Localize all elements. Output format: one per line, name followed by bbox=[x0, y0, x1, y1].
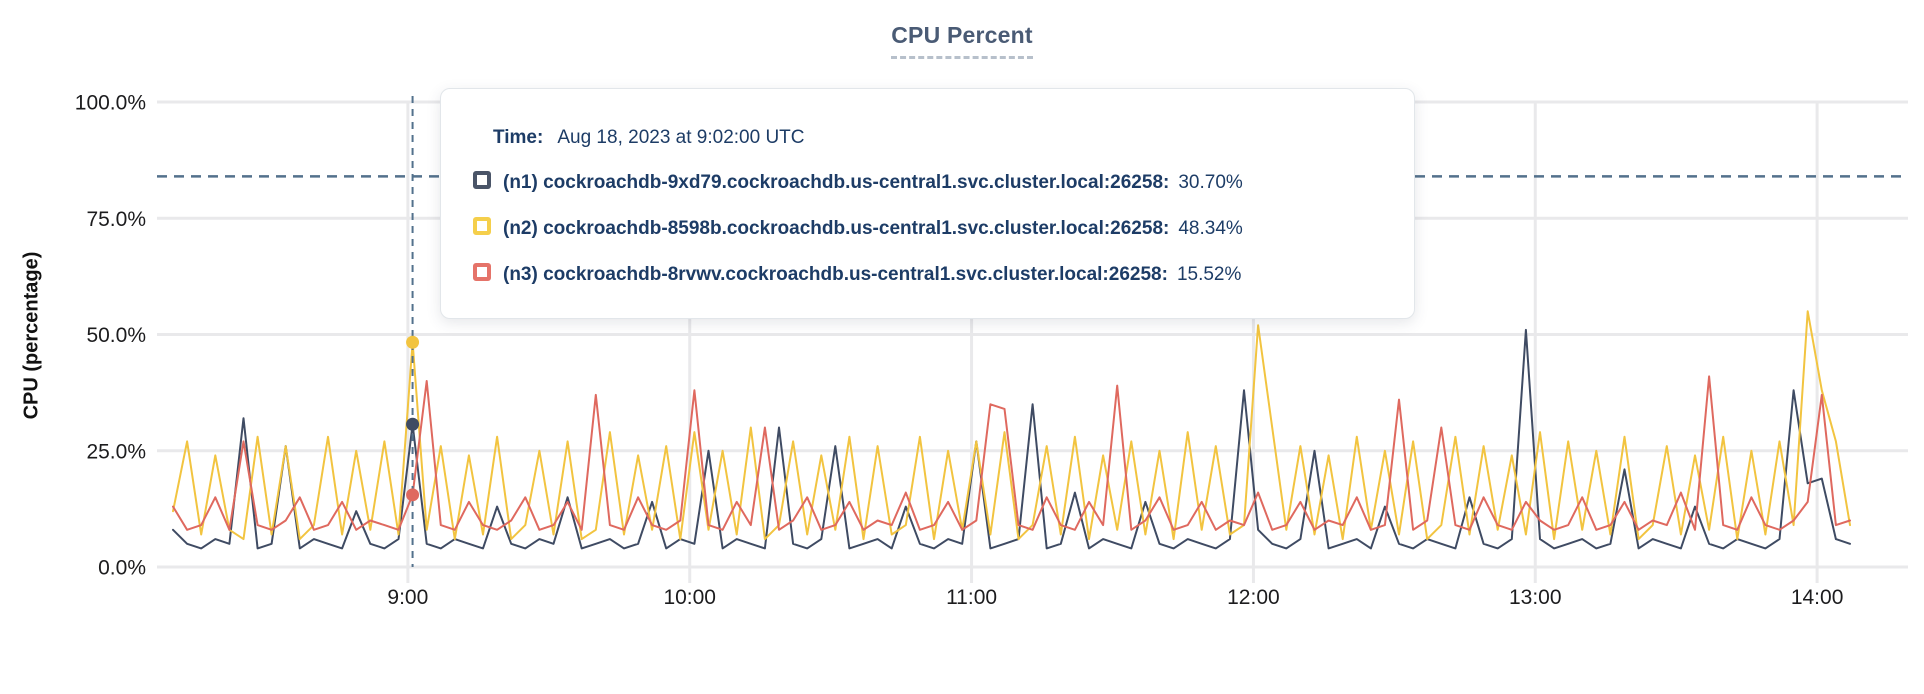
x-tick-label: 10:00 bbox=[663, 586, 716, 609]
y-tick-label: 75.0% bbox=[86, 208, 146, 231]
tooltip-series-n1-label: (n1) cockroachdb-9xd79.cockroachdb.us-ce… bbox=[503, 172, 1170, 193]
chart-hover-tooltip: Time: Aug 18, 2023 at 9:02:00 UTC (n1) co… bbox=[440, 88, 1415, 319]
y-tick-label: 50.0% bbox=[86, 324, 146, 347]
tooltip-series-n2-value: 48.34% bbox=[1178, 218, 1243, 239]
series-line-n2[interactable] bbox=[172, 310, 1851, 541]
hover-dot-n2 bbox=[406, 335, 420, 349]
chart-header: CPU Percent bbox=[0, 22, 1924, 59]
series-line-n3[interactable] bbox=[172, 375, 1851, 531]
chart-title[interactable]: CPU Percent bbox=[891, 22, 1033, 59]
y-tick-label: 25.0% bbox=[86, 440, 146, 463]
x-tick-label: 14:00 bbox=[1791, 586, 1844, 609]
tooltip-series-row-n3: (n3) cockroachdb-8rvwv.cockroachdb.us-ce… bbox=[473, 263, 1390, 285]
tooltip-series-n2-label: (n2) cockroachdb-8598b.cockroachdb.us-ce… bbox=[503, 218, 1170, 239]
tooltip-time-value: Aug 18, 2023 at 9:02:00 UTC bbox=[557, 127, 805, 148]
hover-dot-n3 bbox=[406, 488, 420, 502]
series-n2-swatch-icon bbox=[473, 217, 491, 235]
series-n1-swatch-icon bbox=[473, 171, 491, 189]
tooltip-series-n3-label: (n3) cockroachdb-8rvwv.cockroachdb.us-ce… bbox=[503, 264, 1168, 285]
y-tick-label: 0.0% bbox=[98, 557, 146, 580]
series-n3-swatch-icon bbox=[473, 263, 491, 281]
tooltip-series-n1-value: 30.70% bbox=[1178, 172, 1243, 193]
x-tick-label: 9:00 bbox=[387, 586, 428, 609]
x-tick-label: 13:00 bbox=[1509, 586, 1562, 609]
tooltip-series-n3-value: 15.52% bbox=[1176, 264, 1242, 285]
y-tick-label: 100.0% bbox=[75, 92, 146, 115]
tooltip-time-label: Time: bbox=[493, 127, 544, 148]
tooltip-time-row: Time: Aug 18, 2023 at 9:02:00 UTC bbox=[493, 127, 1390, 149]
series-line-n1[interactable] bbox=[172, 328, 1851, 550]
tooltip-series-row-n1: (n1) cockroachdb-9xd79.cockroachdb.us-ce… bbox=[473, 171, 1390, 193]
x-tick-label: 11:00 bbox=[946, 586, 997, 609]
x-tick-label: 12:00 bbox=[1227, 586, 1280, 609]
hover-dot-n1 bbox=[406, 417, 420, 431]
tooltip-series-row-n2: (n2) cockroachdb-8598b.cockroachdb.us-ce… bbox=[473, 217, 1390, 239]
